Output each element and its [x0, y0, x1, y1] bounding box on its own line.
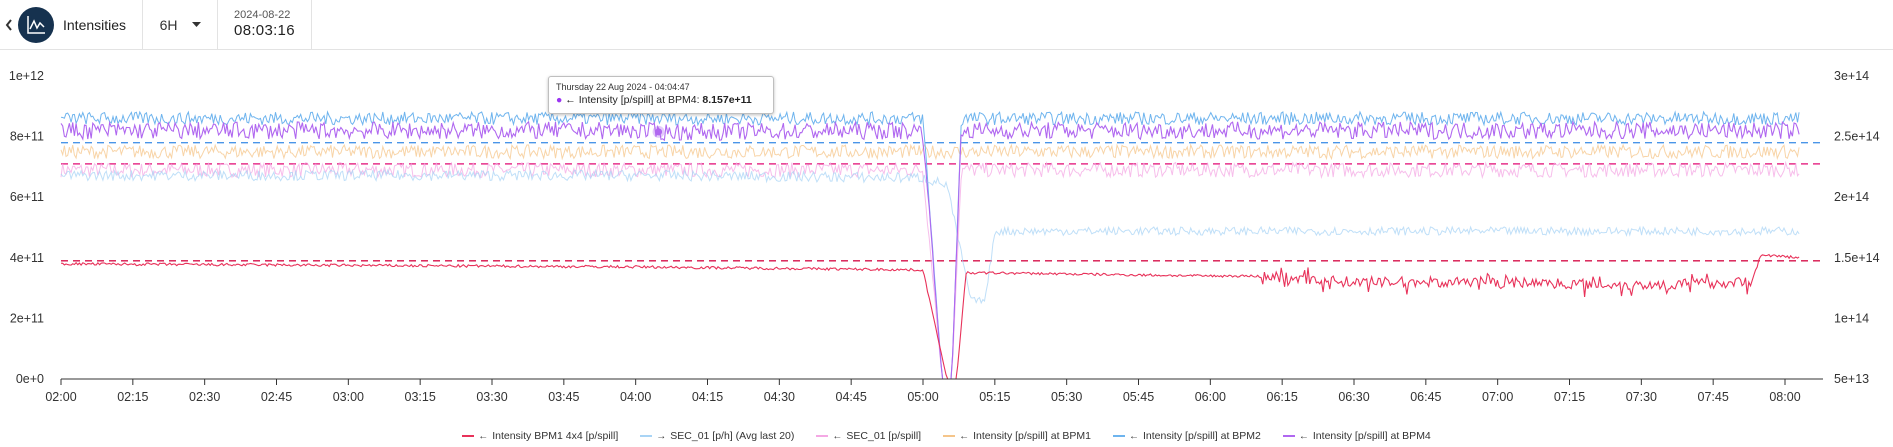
x-tick-label: 07:45 [1698, 390, 1729, 404]
x-tick-label: 07:15 [1554, 390, 1585, 404]
legend-arrow: ← [959, 430, 970, 442]
legend-swatch [640, 435, 653, 437]
y-right-tick-label: 2.5e+14 [1834, 130, 1880, 144]
y-left-tick-label: 8e+11 [10, 130, 44, 144]
x-tick-label: 04:15 [692, 390, 723, 404]
legend-arrow: → [656, 430, 667, 442]
legend-swatch [462, 435, 475, 437]
axes: 02:00 02:15 02:30 02:45 03:00 03:15 03:30 03:45… [9, 69, 1880, 404]
x-tick-label: 02:00 [45, 390, 76, 404]
x-tick-label: 02:15 [117, 390, 148, 404]
x-tick-label: 05:00 [907, 390, 938, 404]
x-tick-label: 07:30 [1626, 390, 1657, 404]
caret-down-icon [191, 21, 201, 27]
x-tick-label: 03:45 [548, 390, 579, 404]
legend-label: Intensity [p/spill] at BPM4 [1312, 430, 1431, 442]
intensity-chart[interactable]: 02:00 02:15 02:30 02:45 03:00 03:15 03:30 03:45… [0, 50, 1893, 426]
tooltip-timestamp: Thursday 22 Aug 2024 - 04:04:47 [556, 82, 690, 92]
y-left-tick-label: 4e+11 [10, 251, 44, 265]
legend-arrow: ← [1298, 430, 1309, 442]
series-line [60, 160, 1800, 380]
x-tick-label: 06:00 [1195, 390, 1226, 404]
hover-point [655, 128, 663, 136]
x-tick-label: 06:30 [1338, 390, 1369, 404]
legend-swatch [816, 435, 829, 437]
x-tick-label: 05:15 [979, 390, 1010, 404]
legend-label: Intensity [p/spill] at BPM2 [1143, 430, 1261, 442]
x-tick-label: 04:30 [764, 390, 795, 404]
hover-highlight [652, 125, 665, 138]
legend-label: SEC_01 [p/spill] [846, 430, 922, 442]
y-right-tick-label: 1.5e+14 [1834, 251, 1880, 265]
page-title: Intensities [63, 16, 127, 33]
y-right-tick-label: 2e+14 [1834, 190, 1869, 204]
x-tick-label: 03:15 [405, 390, 436, 404]
legend-swatch [1282, 435, 1295, 437]
legend-item[interactable]: ← Intensity BPM1 4x4 [p/spill] [462, 428, 618, 444]
current-date: 2024-08-22 [234, 9, 291, 21]
tooltip-value: 8.157e+11 [702, 94, 752, 106]
x-tick-label: 03:30 [476, 390, 507, 404]
x-tick-label: 08:00 [1769, 390, 1800, 404]
x-tick-label: 02:45 [261, 390, 292, 404]
y-left-tick-label: 2e+11 [10, 311, 44, 325]
legend-item[interactable]: ← SEC_01 [p/spill] [816, 428, 921, 444]
x-tick-label: 06:15 [1267, 390, 1298, 404]
app-logo [18, 6, 54, 43]
y-right-tick-label: 3e+14 [1834, 69, 1869, 83]
current-time: 08:03:16 [234, 22, 295, 39]
x-tick-label: 03:00 [333, 390, 364, 404]
tooltip-series-name: Intensity [p/spill] at BPM4: [578, 94, 700, 106]
back-button[interactable] [0, 0, 18, 50]
series-line [60, 168, 1800, 305]
legend-arrow: ← [832, 430, 843, 442]
divider [310, 0, 312, 50]
x-tick-label: 04:00 [620, 390, 651, 404]
y-left-tick-label: 6e+11 [10, 190, 44, 204]
y-right-tick-label: 1e+14 [1834, 311, 1869, 325]
legend-swatch [943, 435, 956, 437]
chart-legend: ← Intensity BPM1 4x4 [p/spill] → SEC_01 [p/… [0, 428, 1893, 444]
y-left-tick-label: 1e+12 [9, 69, 44, 83]
tooltip-row: ● ← Intensity [p/spill] at BPM4: 8.157e+… [556, 93, 766, 107]
chart-line-icon [27, 15, 45, 34]
legend-arrow: ← [478, 430, 489, 442]
x-tick-label: 04:45 [836, 390, 867, 404]
tooltip-series-dot: ● [556, 94, 563, 106]
x-tick-label: 06:45 [1410, 390, 1441, 404]
x-tick-label: 05:30 [1051, 390, 1082, 404]
series-lines [60, 110, 1800, 380]
legend-label: SEC_01 [p/h] (Avg last 20) [670, 430, 795, 442]
legend-item[interactable]: ← Intensity [p/spill] at BPM1 [943, 428, 1091, 444]
legend-item[interactable]: ← Intensity [p/spill] at BPM4 [1282, 428, 1431, 444]
divider [142, 0, 144, 50]
y-left-tick-label: 0e+0 [16, 372, 44, 386]
series-line [60, 253, 1800, 380]
y-right-tick-label: 5e+13 [1834, 372, 1869, 386]
chevron-left-icon [5, 18, 12, 31]
legend-item[interactable]: ← Intensity [p/spill] at BPM2 [1113, 428, 1261, 444]
time-range-value: 6H [159, 16, 178, 33]
current-datetime: 2024-08-22 08:03:16 [218, 0, 311, 50]
divider [217, 0, 219, 50]
legend-item[interactable]: → SEC_01 [p/h] (Avg last 20) [640, 428, 794, 444]
tooltip-arrow: ← [565, 94, 576, 106]
series-line [60, 120, 1800, 380]
x-tick-label: 07:00 [1482, 390, 1513, 404]
legend-label: Intensity BPM1 4x4 [p/spill] [492, 430, 619, 442]
legend-swatch [1113, 435, 1125, 437]
top-bar: Intensities 6H 2024-08-22 08:03:16 [0, 0, 1893, 50]
x-tick-label: 02:30 [189, 390, 220, 404]
time-range-select[interactable]: 6H [143, 0, 217, 50]
legend-arrow: ← [1129, 430, 1139, 442]
reference-lines [61, 141, 1823, 262]
x-tick-label: 05:45 [1123, 390, 1154, 404]
series-line [60, 143, 1800, 161]
legend-label: Intensity [p/spill] at BPM1 [973, 430, 1091, 442]
chart-tooltip: Thursday 22 Aug 2024 - 04:04:47 ● ← Inte… [548, 76, 774, 114]
